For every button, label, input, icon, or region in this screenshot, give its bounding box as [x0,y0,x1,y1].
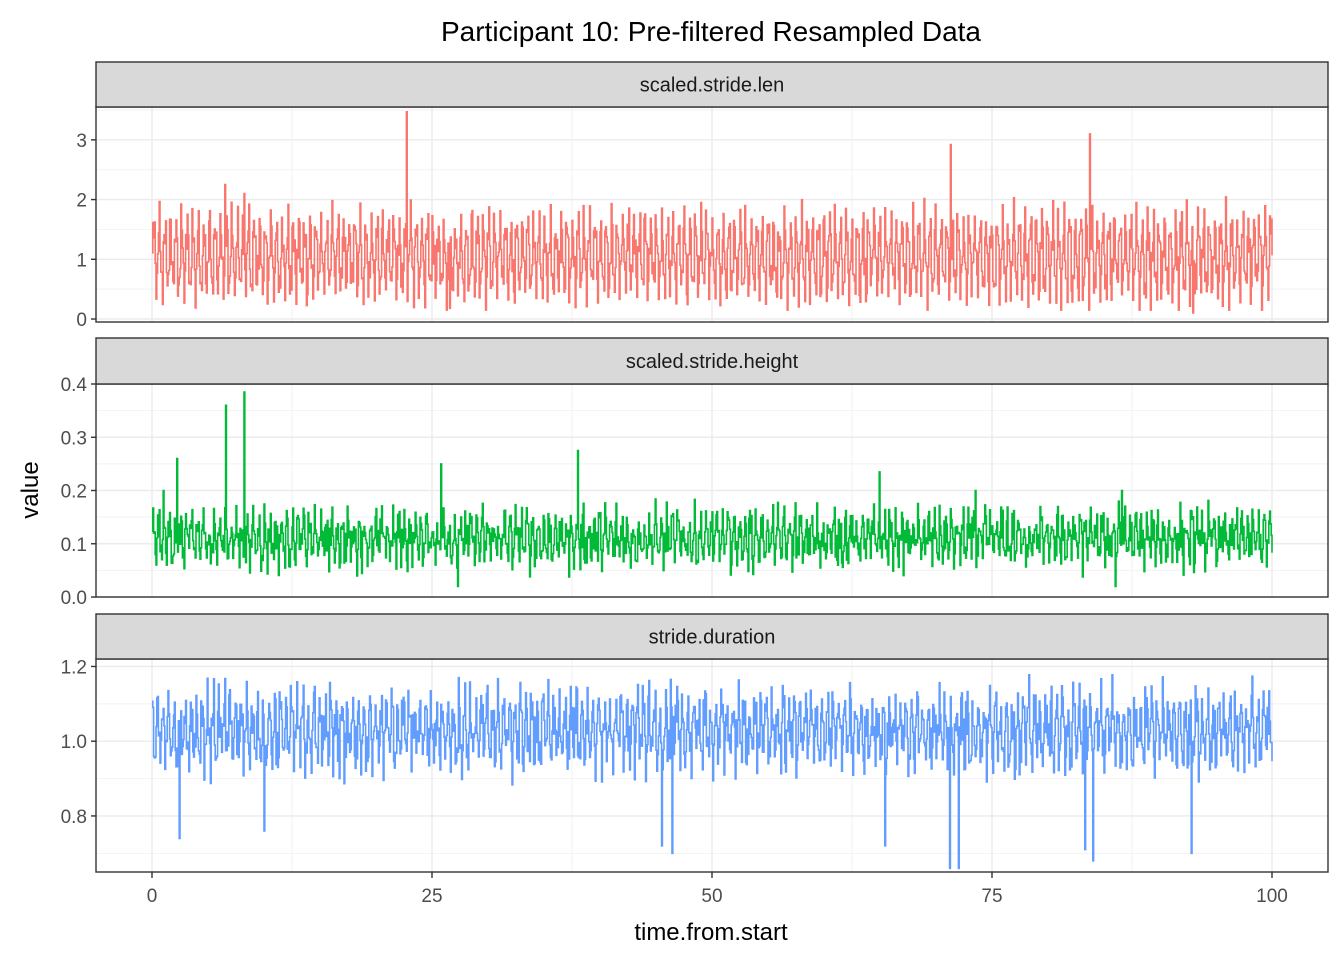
facet-panel-scaled-stride-height: scaled.stride.height 0.0 0.1 0.2 0.3 0.4 [61,337,1329,609]
facet-strip-label: stride.duration [649,627,776,649]
y-tick-label: 0.1 [61,535,87,556]
series-line-scaled-stride-len [152,111,1273,314]
facet-strip-label: scaled.stride.len [640,75,785,97]
y-tick-label: 3 [76,131,87,152]
x-axis-title: time.from.start [634,919,788,946]
x-tick-label: 75 [981,886,1002,907]
x-tick-label: 50 [701,886,722,907]
facet-strip [95,61,1329,108]
y-tick-label: 1 [76,250,87,271]
x-axis: 0 25 50 75 100 [147,872,1288,907]
y-tick-label: 0 [76,310,87,331]
facet-strip [95,337,1329,385]
y-axis-title: value [17,461,44,518]
series-line-scaled-stride-height [152,391,1273,588]
y-tick-label: 0.0 [61,588,87,609]
y-tick-label: 0.4 [61,375,88,396]
chart-title: Participant 10: Pre-filtered Resampled D… [441,16,981,47]
y-tick-label: 1.0 [61,732,87,753]
series-line-stride-duration [152,674,1273,870]
y-tick-label: 2 [76,191,87,212]
facet-strip [95,613,1329,660]
facet-strip-label: scaled.stride.height [626,351,799,373]
x-tick-label: 25 [421,886,442,907]
facet-panel-stride-duration: stride.duration 0.8 1.0 1.2 [61,613,1329,873]
y-tick-label: 0.8 [61,807,87,828]
facet-panel-scaled-stride-len: scaled.stride.len 0 1 2 3 [76,61,1329,331]
facet-panels: scaled.stride.len 0 1 2 3 scaled.stride.heigh… [61,61,1329,873]
y-tick-label: 0.3 [61,428,87,449]
x-tick-label: 0 [147,886,158,907]
y-tick-label: 1.2 [61,657,87,678]
x-tick-label: 100 [1256,886,1288,907]
y-tick-label: 0.2 [61,482,87,503]
